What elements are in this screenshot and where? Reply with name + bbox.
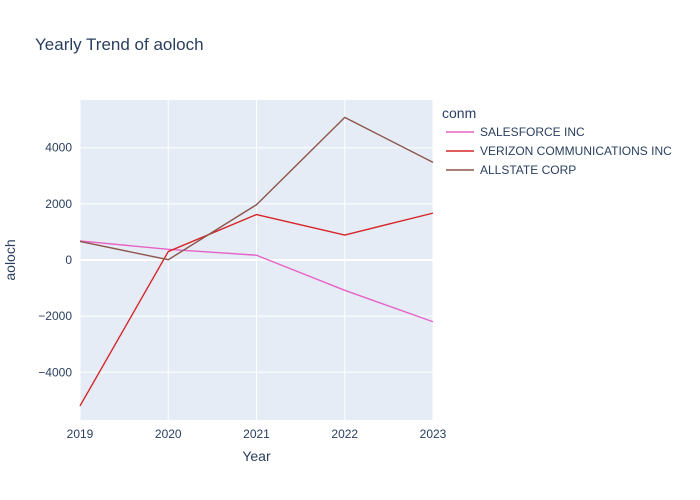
x-tick-label: 2022 [331, 427, 358, 441]
y-tick-label: 4000 [45, 141, 72, 155]
series-line-verizon-communications-inc [79, 212, 434, 407]
x-tick-label: 2020 [155, 427, 182, 441]
y-tick-label: −2000 [38, 309, 72, 323]
x-tick-label: 2023 [420, 427, 447, 441]
series-layer [79, 116, 434, 407]
legend-title: conm [442, 105, 476, 121]
series-line-salesforce-inc [79, 240, 434, 323]
x-tick-label: 2019 [67, 427, 94, 441]
legend-item-label: ALLSTATE CORP [480, 163, 576, 177]
y-tick-label: 2000 [45, 197, 72, 211]
legend-item-label: SALESFORCE INC [480, 125, 585, 139]
legend: conm SALESFORCE INC VERIZON COMMUNICATION… [442, 105, 672, 177]
ticks-layer: 2019 2020 2021 2022 2023 −4000 −2000 0 2000 4000 [38, 141, 446, 441]
y-axis-title: aoloch [2, 239, 18, 280]
legend-item-label: VERIZON COMMUNICATIONS INC [480, 144, 672, 158]
grid-layer [79, 100, 434, 420]
series-line-allstate-corp [79, 116, 434, 261]
y-tick-label: −4000 [38, 365, 72, 379]
y-tick-label: 0 [65, 253, 72, 267]
x-tick-label: 2021 [243, 427, 270, 441]
chart-title: Yearly Trend of aoloch [35, 35, 204, 54]
x-axis-title: Year [242, 448, 271, 464]
